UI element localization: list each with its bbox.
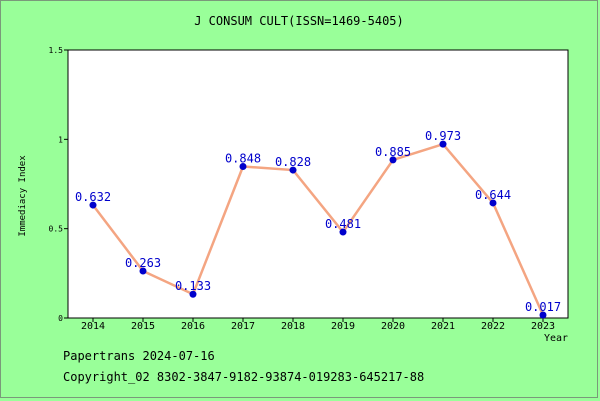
data-point	[189, 290, 197, 298]
x-tick-label: 2021	[431, 321, 455, 332]
y-axis-label: Immediacy Index	[18, 155, 28, 237]
data-label: 0.885	[375, 145, 411, 159]
data-point	[389, 156, 397, 164]
data-label: 0.263	[125, 256, 161, 270]
footer-date: Papertrans 2024-07-16	[63, 349, 215, 363]
y-tick-label: 1.5	[49, 46, 64, 55]
data-point	[139, 267, 147, 275]
x-tick-label: 2017	[231, 321, 255, 332]
x-tick-label: 2018	[281, 321, 305, 332]
plot-area	[67, 49, 569, 319]
data-point	[539, 311, 547, 319]
data-point	[289, 166, 297, 174]
x-axis-label: Year	[544, 333, 569, 344]
data-label: 0.848	[225, 151, 261, 165]
data-point	[439, 140, 447, 148]
x-tick-label: 2022	[481, 321, 505, 332]
y-tick-label: 0.5	[49, 225, 64, 234]
data-label: 0.481	[325, 217, 361, 231]
data-label: 0.017	[525, 300, 561, 314]
chart-title: J CONSUM CULT(ISSN=1469-5405)	[194, 14, 404, 28]
data-label: 0.644	[475, 188, 511, 202]
data-point	[239, 162, 247, 170]
data-label: 0.973	[425, 129, 461, 143]
data-point	[339, 228, 347, 236]
series-line	[92, 142, 545, 316]
x-tick-label: 2015	[131, 321, 155, 332]
y-tick-label: 0	[58, 314, 63, 323]
data-label: 0.828	[275, 155, 311, 169]
data-point	[89, 201, 97, 209]
y-tick-label: 1	[58, 135, 63, 144]
x-tick-label: 2019	[331, 321, 355, 332]
data-point	[489, 199, 497, 207]
data-label: 0.133	[175, 279, 211, 293]
x-tick-label: 2020	[381, 321, 405, 332]
data-label: 0.632	[75, 190, 111, 204]
footer-copyright: Copyright_02 8302-3847-9182-93874-019283…	[63, 370, 425, 384]
x-tick-label: 2016	[181, 321, 205, 332]
x-tick-label: 2014	[81, 321, 105, 332]
x-tick-label: 2023	[531, 321, 555, 332]
